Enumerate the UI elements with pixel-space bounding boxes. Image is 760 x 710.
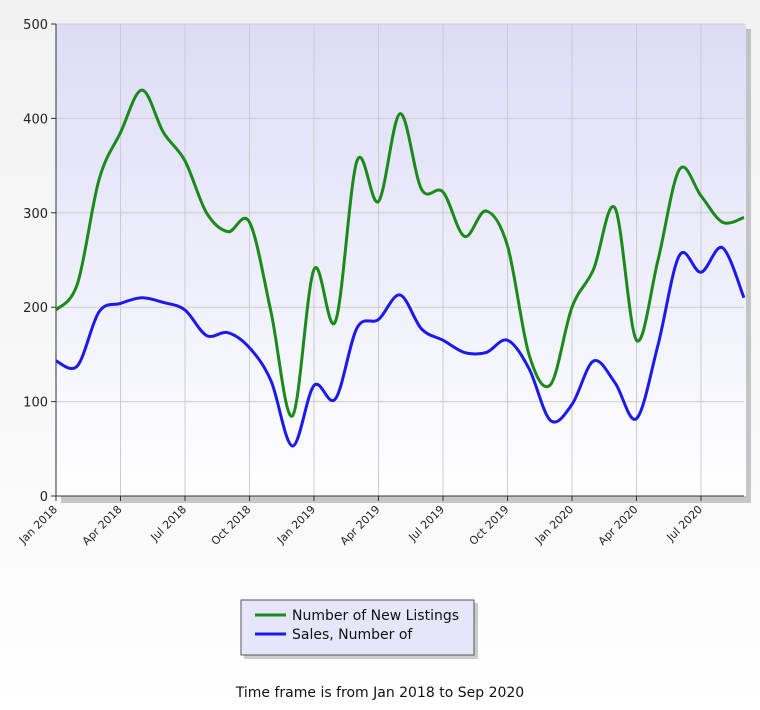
y-tick-label: 400 <box>23 112 48 127</box>
y-tick-label: 500 <box>23 18 48 33</box>
x-tick-label: Jul 2018 <box>148 503 190 545</box>
legend-box <box>240 599 475 656</box>
x-tick-label: Oct 2019 <box>467 503 512 548</box>
x-tick-label: Oct 2018 <box>209 503 254 548</box>
y-tick-label: 200 <box>23 301 48 316</box>
x-tick-label: Jan 2018 <box>16 503 60 547</box>
x-tick-label: Apr 2020 <box>596 503 641 548</box>
legend-label-sales: Sales, Number of <box>292 627 413 643</box>
x-axis-ticks: Jan 2018 Apr 2018 Jul 2018 Oct 2018 Jan 2019… <box>16 496 705 548</box>
x-tick-label: Jul 2020 <box>664 503 706 545</box>
chart-footer-text: Time frame is from Jan 2018 to Sep 2020 <box>235 685 525 701</box>
y-tick-label: 300 <box>23 207 48 222</box>
legend: Number of New Listings Sales, Number of <box>240 599 478 659</box>
series-group <box>54 88 746 448</box>
y-axis-ticks: 0 100 200 300 400 500 <box>23 18 56 505</box>
y-tick-label: 0 <box>40 490 48 505</box>
y-tick-label: 100 <box>23 396 48 411</box>
x-tick-label: Jul 2019 <box>406 503 448 545</box>
grid <box>56 23 744 496</box>
x-tick-label: Jan 2020 <box>532 503 576 547</box>
legend-label-new-listings: Number of New Listings <box>292 608 459 624</box>
series-line-1 <box>55 246 746 448</box>
x-tick-label: Apr 2019 <box>338 503 383 548</box>
axes <box>55 24 744 497</box>
line-chart: 0 100 200 300 400 500 Jan 2018 Apr 2018 Jul 201… <box>16 18 751 659</box>
plot-area <box>56 24 746 496</box>
x-tick-label: Apr 2018 <box>80 503 125 548</box>
series-line-0 <box>54 88 745 418</box>
x-tick-label: Jan 2019 <box>274 503 318 547</box>
